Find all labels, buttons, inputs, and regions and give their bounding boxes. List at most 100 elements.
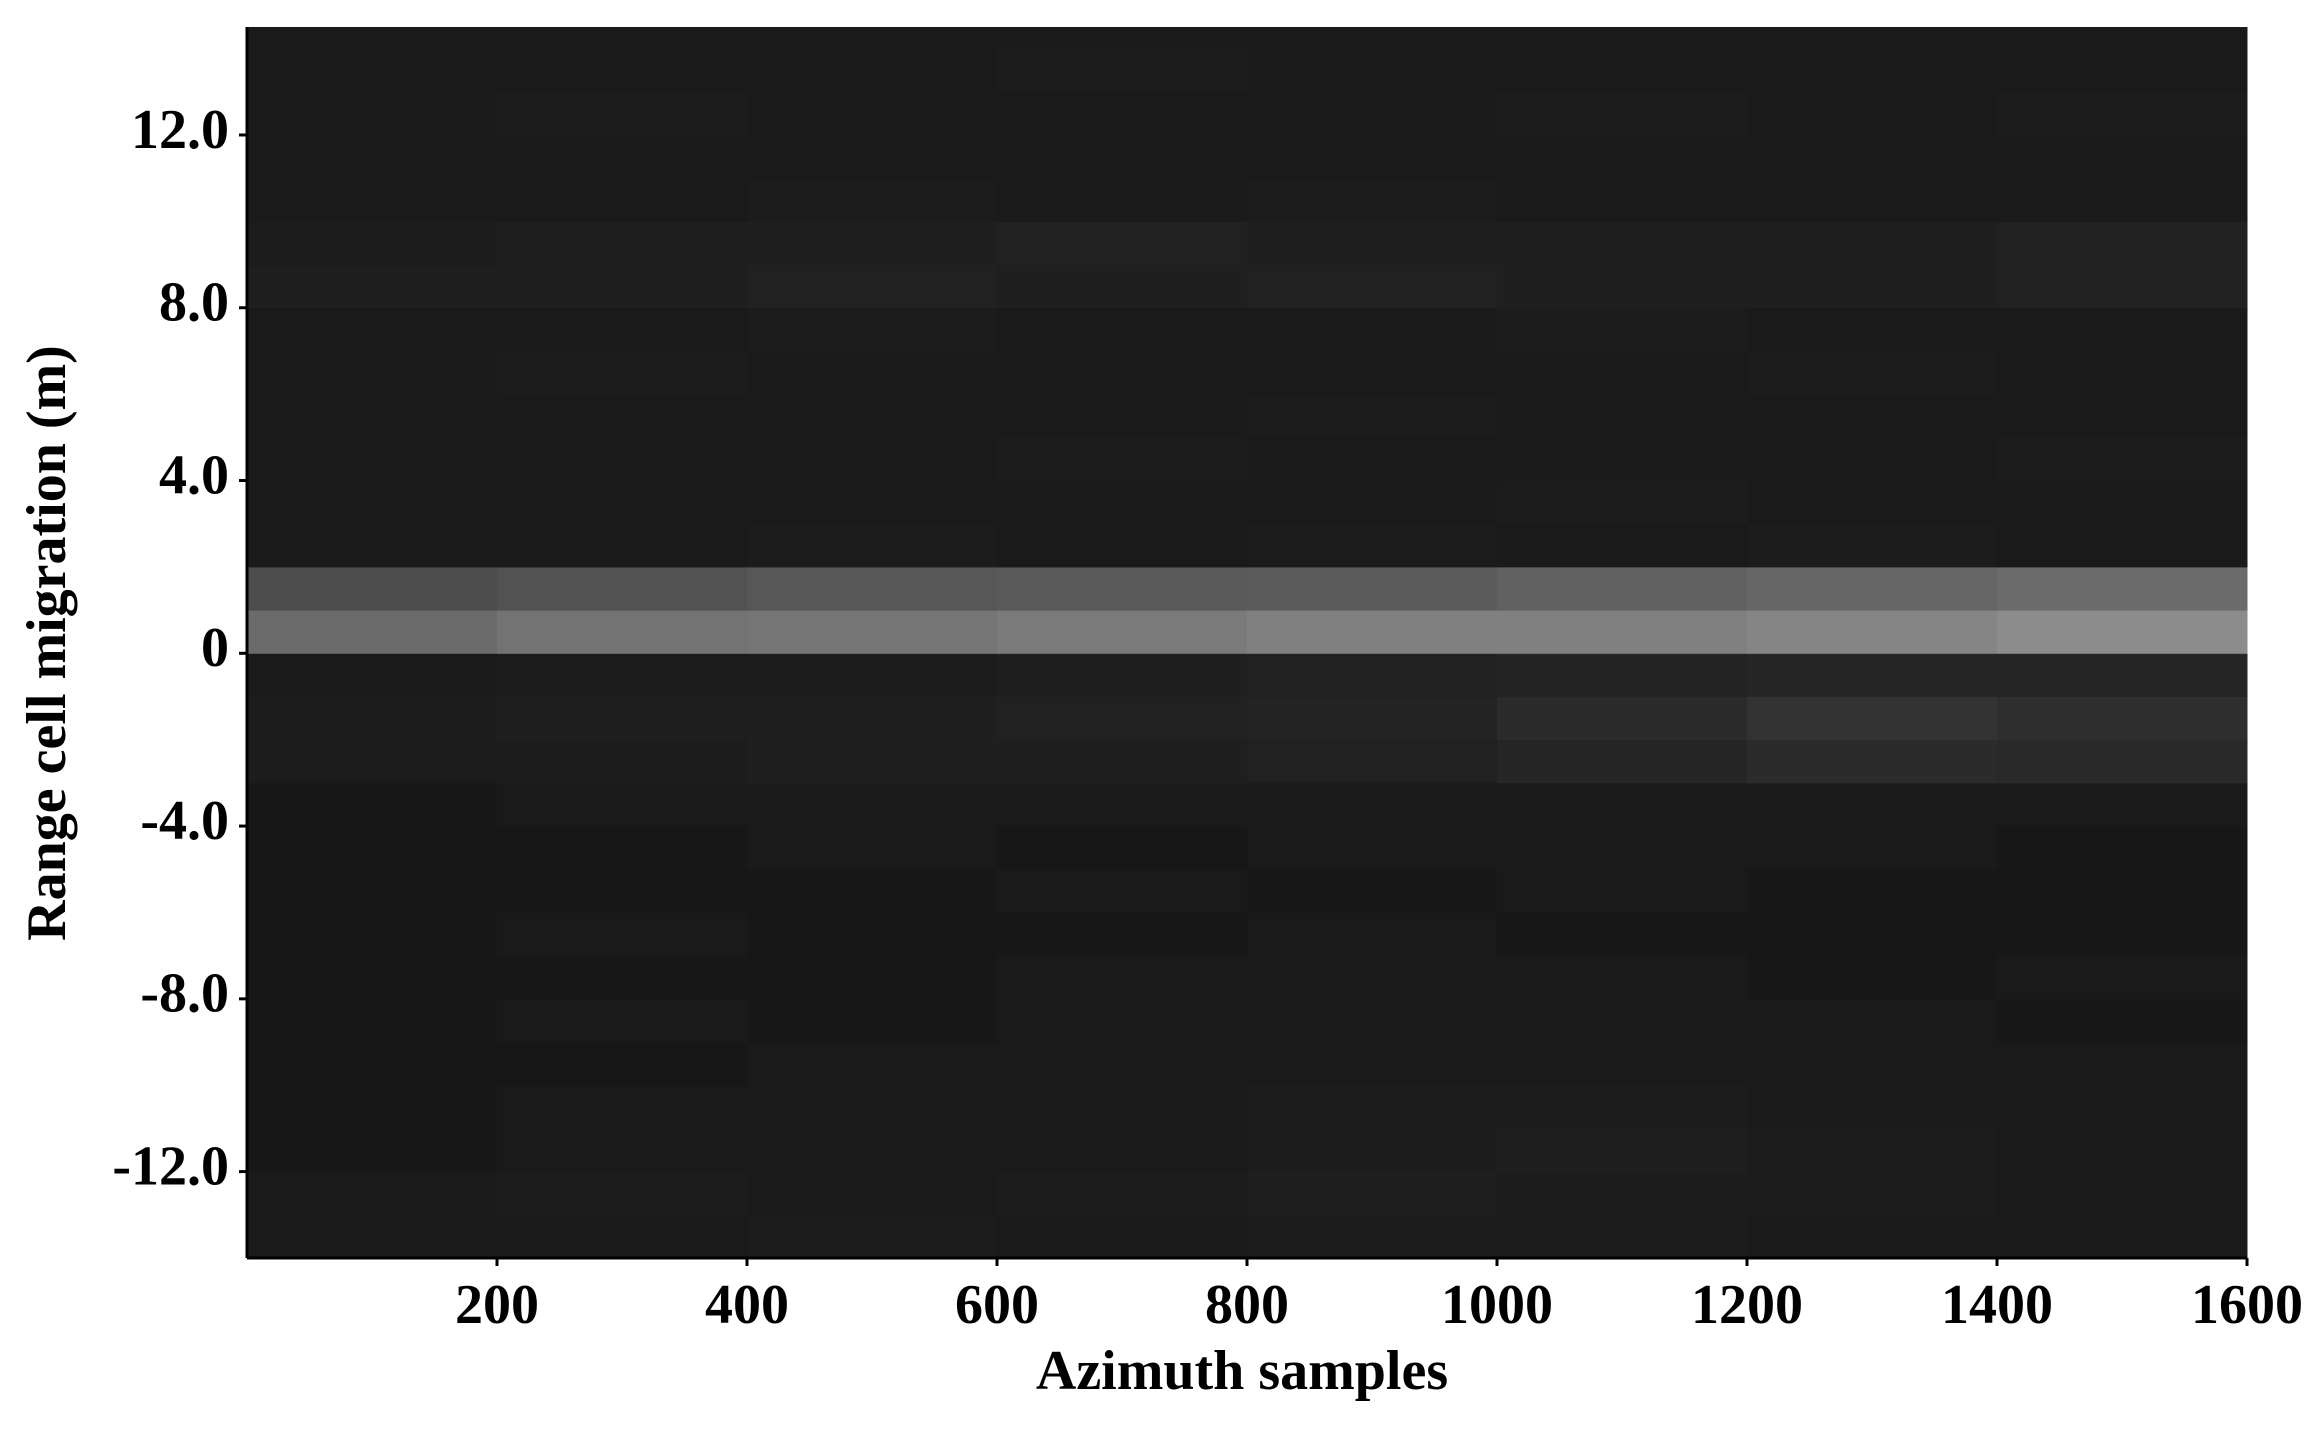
heat-cell <box>1497 653 1748 697</box>
x-tick-label: 200 <box>455 1274 539 1336</box>
heat-cell <box>997 653 1248 697</box>
heat-cell <box>247 1085 498 1129</box>
heat-cell <box>1247 221 1498 266</box>
heat-cell <box>1747 1085 1998 1129</box>
heat-cell <box>497 394 748 438</box>
x-tick-label: 600 <box>955 1274 1039 1336</box>
heat-cell <box>747 350 998 395</box>
y-axis-label: Range cell migration (m) <box>16 345 78 941</box>
heat-cell <box>1747 826 1998 870</box>
heat-cell <box>247 437 498 482</box>
heat-cell <box>1497 480 1748 525</box>
heat-cell <box>1997 566 2248 611</box>
heat-cell <box>747 27 998 50</box>
heat-cell <box>1747 998 1998 1043</box>
heat-cell <box>747 48 998 93</box>
heat-cell <box>997 394 1248 438</box>
heat-cell <box>997 48 1248 93</box>
heat-cell <box>1497 523 1748 568</box>
heat-cell <box>997 134 1248 179</box>
heat-cell <box>497 350 748 395</box>
y-tick-label: 4.0 <box>159 444 229 506</box>
heat-cell <box>747 264 998 309</box>
heat-cell <box>247 1214 498 1259</box>
heat-cell <box>1497 955 1748 1000</box>
heat-cell <box>1747 1171 1998 1216</box>
heat-cell <box>1747 394 1998 438</box>
heat-cell <box>497 955 748 1000</box>
heat-cell <box>1997 610 2248 654</box>
heat-cell <box>1747 1128 1998 1173</box>
heat-cell <box>747 1171 998 1216</box>
heat-cell <box>1247 27 1498 50</box>
heat-cell <box>1747 739 1998 784</box>
heat-cell <box>997 955 1248 1000</box>
heat-cell <box>1247 955 1498 1000</box>
heat-cell <box>1747 653 1998 697</box>
heat-cell <box>247 1042 498 1086</box>
heat-cell <box>1247 653 1498 697</box>
heat-cell <box>247 264 498 309</box>
heat-cell <box>497 264 748 309</box>
y-tick-label: -4.0 <box>140 790 229 852</box>
heat-cell <box>1747 350 1998 395</box>
heat-cell <box>1747 437 1998 482</box>
y-tick-label: 0 <box>201 617 229 679</box>
heat-cell <box>1247 912 1498 957</box>
heat-cell <box>247 480 498 525</box>
heat-cell <box>747 566 998 611</box>
heat-cell <box>1997 350 2248 395</box>
heat-cell <box>1247 134 1498 179</box>
heat-cell <box>497 480 748 525</box>
heat-cell <box>1497 437 1748 482</box>
heat-cell <box>497 653 748 697</box>
heat-cell <box>1247 91 1498 136</box>
heat-cell <box>1247 782 1498 827</box>
heat-cell <box>1247 610 1498 654</box>
heat-cell <box>997 1214 1248 1259</box>
heat-cell <box>1997 437 2248 482</box>
heat-cell <box>1497 826 1748 870</box>
heat-cell <box>1497 1214 1748 1259</box>
heat-cell <box>1247 1085 1498 1129</box>
heat-cell <box>247 523 498 568</box>
heat-cell <box>247 394 498 438</box>
heat-cell <box>1497 221 1748 266</box>
heat-cell <box>1247 523 1498 568</box>
heat-cell <box>747 739 998 784</box>
heat-cell <box>247 221 498 266</box>
y-tick-label: 12.0 <box>131 99 229 161</box>
x-tick-label: 1400 <box>1941 1274 2053 1336</box>
x-tick-label: 800 <box>1205 1274 1289 1336</box>
heat-cell <box>997 696 1248 741</box>
heat-cell <box>247 998 498 1043</box>
heat-cell <box>747 696 998 741</box>
heat-cell <box>497 1214 748 1259</box>
heat-cell <box>1747 178 1998 222</box>
heat-cell <box>247 1128 498 1173</box>
heat-cell <box>997 523 1248 568</box>
heat-cell <box>747 1214 998 1259</box>
heat-cell <box>1747 566 1998 611</box>
heat-cell <box>247 610 498 654</box>
heat-cell <box>1747 221 1998 266</box>
heat-cell <box>1247 480 1498 525</box>
heat-cell <box>1247 826 1498 870</box>
heat-cell <box>1747 480 1998 525</box>
heat-cell <box>1497 566 1748 611</box>
heat-cell <box>997 480 1248 525</box>
heat-cell <box>1497 912 1748 957</box>
heat-cell <box>497 610 748 654</box>
heat-cell <box>997 27 1248 50</box>
heat-cell <box>747 523 998 568</box>
heat-cell <box>247 566 498 611</box>
heat-cell <box>1497 91 1748 136</box>
x-axis-label: Azimuth samples <box>1036 1340 1448 1402</box>
heat-cell <box>1997 739 2248 784</box>
x-tick-label: 1200 <box>1691 1274 1803 1336</box>
heat-cell <box>497 178 748 222</box>
heat-cell <box>1997 27 2248 50</box>
heat-cell <box>1247 1214 1498 1259</box>
heat-cell <box>1497 1085 1748 1129</box>
heat-cell <box>497 91 748 136</box>
